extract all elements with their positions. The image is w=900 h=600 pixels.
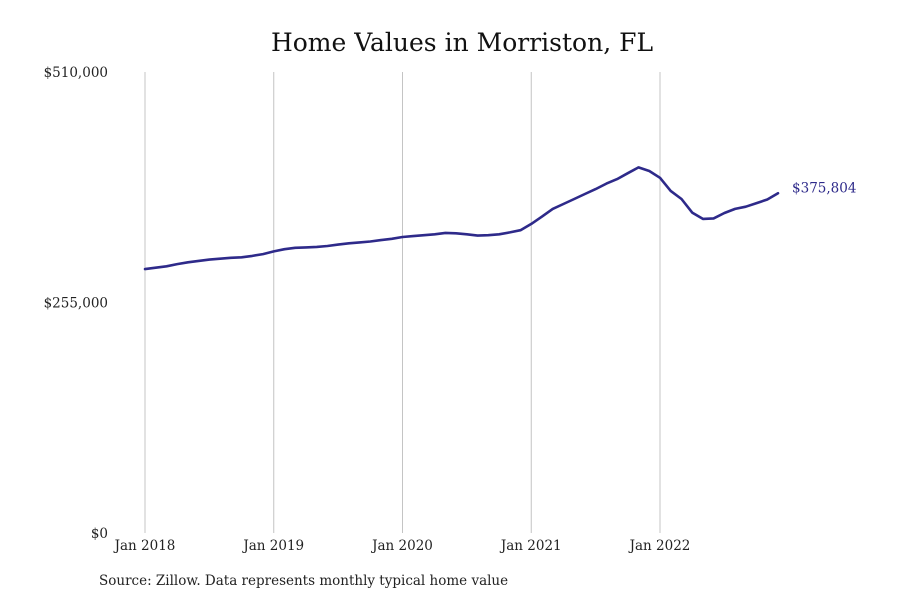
x-tick-label: Jan 2019	[241, 538, 304, 554]
x-tick-label: Jan 2021	[499, 538, 562, 554]
y-tick-label: $255,000	[44, 296, 108, 312]
x-tick-label: Jan 2018	[113, 538, 176, 554]
x-tick-label: Jan 2022	[628, 538, 691, 554]
y-tick-label: $0	[91, 526, 108, 542]
chart-source-note: Source: Zillow. Data represents monthly …	[99, 573, 509, 589]
chart-title: Home Values in Morriston, FL	[270, 28, 654, 57]
end-value-label: $375,804	[792, 180, 856, 196]
y-tick-label: $510,000	[44, 65, 108, 81]
x-tick-label: Jan 2020	[370, 538, 433, 554]
series-line	[143, 166, 780, 271]
